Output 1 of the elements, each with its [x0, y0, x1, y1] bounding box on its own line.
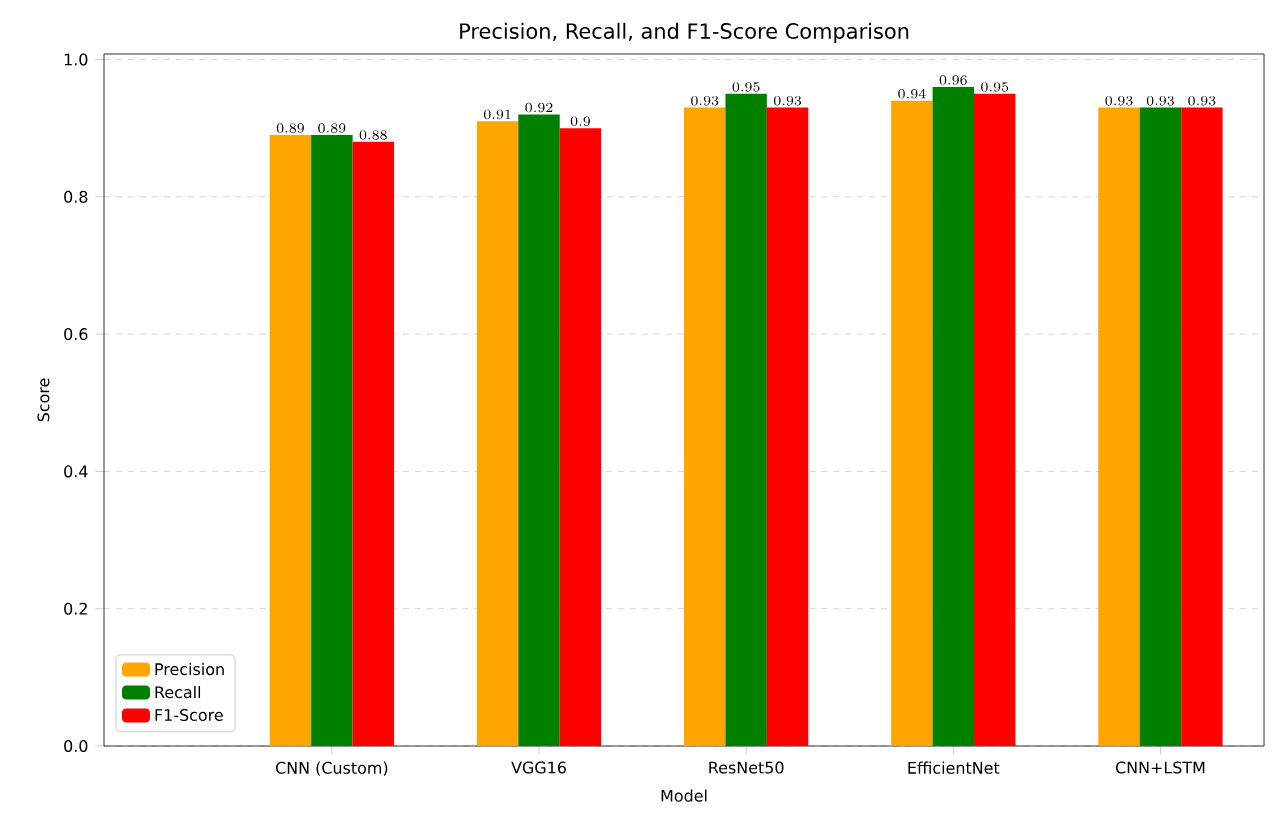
chart-title: Precision, Recall, and F1-Score Comparison: [460, 22, 909, 43]
